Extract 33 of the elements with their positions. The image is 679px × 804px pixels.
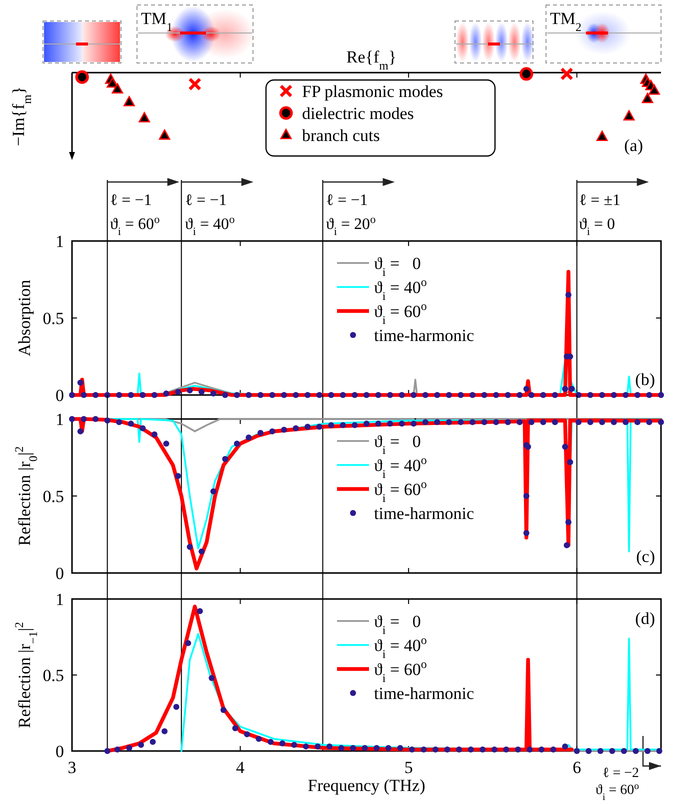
y-tick-label: 0 xyxy=(56,742,64,761)
x-axis-title: Re{f$_{m}$} xyxy=(346,48,397,73)
legend-label: FP plasmonic modes xyxy=(302,82,444,101)
legend-label: branch cuts xyxy=(302,126,380,145)
y-tick-label: 0 xyxy=(56,564,64,583)
text: TM$_{1}$ xyxy=(141,9,172,34)
y-tick-label: 1 xyxy=(56,590,64,609)
y-tick-label: 0 xyxy=(56,386,64,405)
y-tick-label: 0.5 xyxy=(42,487,64,506)
text: ℓ = −1 ϑ$_{i}$ = 40$^{o}$ xyxy=(185,192,236,238)
text: TM$_{2}$ xyxy=(550,9,582,34)
text: ℓ = −1 ϑ$_{i}$ = 20$^{o}$ xyxy=(326,192,376,238)
annotation: (a) xyxy=(624,136,643,155)
legend-label: time-harmonic xyxy=(374,326,475,345)
annotation: (c) xyxy=(636,547,655,566)
text: ℓ = ±1 ϑ$_{i}$ = 0 xyxy=(579,192,620,238)
legend-label: dielectric modes xyxy=(302,104,414,123)
legend-label: time-harmonic xyxy=(374,684,475,703)
y-tick-label: 1 xyxy=(56,232,64,251)
y-tick-label: 0.5 xyxy=(42,666,64,685)
x-tick-label: 6 xyxy=(572,758,582,777)
x-tick-label: 3 xyxy=(68,758,76,777)
x-tick-label: 4 xyxy=(236,758,246,777)
text: ℓ = −2 ϑ$_{i}$ = 60$^{o}$ xyxy=(596,766,640,802)
legend-label: time-harmonic xyxy=(374,504,475,523)
annotation: (d) xyxy=(635,609,655,628)
y-tick-label: 1 xyxy=(56,410,64,429)
y-axis-title: Absorption xyxy=(15,279,34,356)
x-tick-label: 5 xyxy=(404,758,413,777)
x-axis-title: Frequency (THz) xyxy=(308,776,426,795)
text: ℓ = −1 ϑ$_{i}$ = 60$^{o}$ xyxy=(110,192,160,238)
annotation: (b) xyxy=(635,370,655,389)
y-tick-label: 0.5 xyxy=(42,309,64,328)
